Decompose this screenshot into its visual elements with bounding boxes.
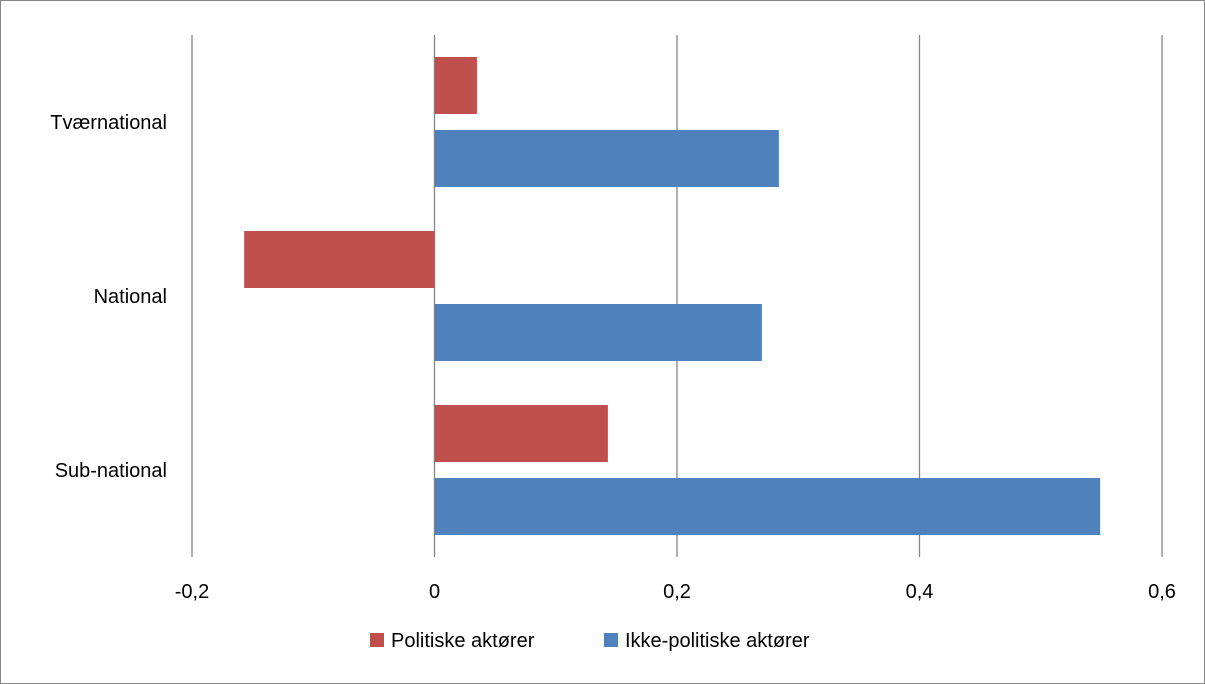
bar xyxy=(434,478,1101,535)
bar xyxy=(434,57,477,114)
category-label: Sub-national xyxy=(55,460,167,482)
category-label: Tværnational xyxy=(50,112,167,134)
bar xyxy=(434,130,779,187)
tick-label: 0 xyxy=(429,581,440,603)
category-label: National xyxy=(94,286,167,308)
legend-label: Ikke-politiske aktører xyxy=(625,630,810,652)
tick-labels: -0,2 0 0,2 0,4 0,6 xyxy=(175,581,1176,603)
tick-label: 0,4 xyxy=(906,581,934,603)
bar xyxy=(434,304,762,361)
tick-label: -0,2 xyxy=(175,581,209,603)
bar xyxy=(244,231,435,288)
legend-label: Politiske aktører xyxy=(391,630,535,652)
tick-label: 0,6 xyxy=(1148,581,1176,603)
legend-swatch xyxy=(604,633,618,647)
category-labels: Tværnational National Sub-national xyxy=(50,112,167,482)
tick-label: 0,2 xyxy=(663,581,691,603)
gridlines xyxy=(191,35,1163,557)
bar xyxy=(434,405,608,462)
bars xyxy=(244,57,1101,535)
legend-swatch xyxy=(370,633,384,647)
legend: Politiske aktører Ikke-politiske aktører xyxy=(370,630,810,652)
